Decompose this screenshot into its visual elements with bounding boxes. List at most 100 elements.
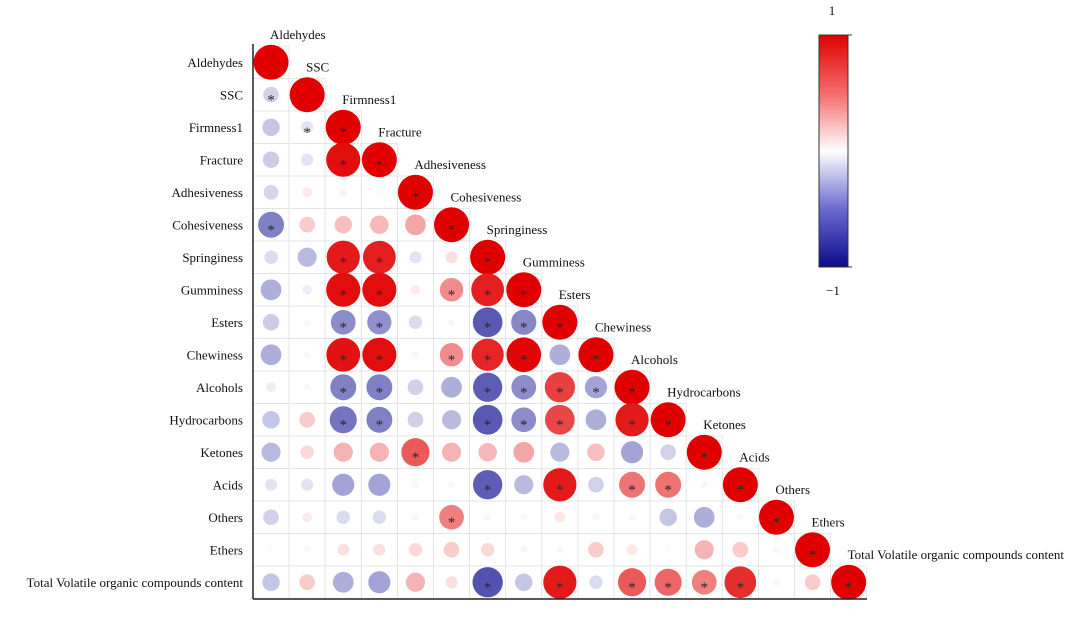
axes (252, 44, 867, 600)
diagonal-label: Springiness (487, 222, 548, 237)
significance-star: * (556, 482, 564, 498)
diagonal-label: Esters (559, 287, 591, 302)
row-label: Chewiness (187, 347, 243, 362)
correlation-circle (473, 470, 503, 500)
row-label: Fracture (200, 152, 244, 167)
diagonal-label: Total Volatile organic compounds content (848, 547, 1065, 562)
significance-star: * (484, 352, 492, 368)
correlation-circle (588, 541, 604, 558)
correlation-circle (301, 121, 314, 134)
significance-star: * (664, 417, 672, 433)
correlation-circle (368, 571, 391, 594)
correlation-circle (448, 318, 456, 326)
diagonal-label: Firmness1 (342, 92, 396, 107)
row-label: Acids (213, 477, 243, 492)
row-label: Ethers (210, 542, 243, 557)
significance-star: * (737, 580, 745, 596)
correlation-circle (301, 478, 314, 491)
correlation-circle (370, 215, 389, 235)
significance-star: * (520, 417, 528, 433)
correlation-circle (511, 374, 537, 400)
correlation-circle (686, 434, 722, 470)
correlation-circle (654, 568, 682, 596)
correlation-circle (262, 151, 280, 168)
diagonal-label: Ketones (703, 417, 746, 432)
row-label: Gumminess (181, 282, 243, 297)
correlation-circle (407, 379, 424, 396)
correlation-circle (772, 578, 780, 586)
significance-star: * (376, 157, 384, 173)
correlation-circle (578, 337, 614, 373)
significance-star: * (484, 417, 492, 433)
significance-star: * (340, 352, 348, 368)
row-label: Firmness1 (189, 120, 243, 135)
row-label: Hydrocarbons (169, 412, 243, 427)
correlation-circle (472, 307, 503, 338)
significance-star: * (340, 417, 348, 433)
correlation-circle (472, 404, 503, 435)
significance-star: * (664, 482, 672, 498)
correlation-circle (299, 574, 315, 591)
correlation-circle (405, 214, 426, 236)
row-label: Alcohols (196, 380, 243, 395)
significance-star: * (701, 580, 709, 596)
correlation-circle (543, 565, 577, 599)
correlation-circle (264, 250, 278, 265)
correlation-circle (302, 187, 313, 198)
significance-star: * (628, 580, 636, 596)
correlation-circle (542, 304, 578, 340)
correlation-circle (408, 542, 423, 557)
correlation-circle (614, 369, 650, 405)
correlation-circle (549, 344, 571, 366)
correlation-circle (434, 207, 470, 243)
significance-star: * (484, 482, 492, 498)
correlation-circle (694, 540, 714, 560)
correlation-circle (520, 513, 528, 521)
correlation-circle (303, 383, 311, 391)
correlation-circle (448, 481, 456, 489)
correlation-circle (362, 337, 397, 372)
correlation-circle (439, 504, 464, 530)
row-label: Total Volatile organic compounds content (27, 575, 244, 590)
correlation-circle (332, 473, 355, 496)
correlation-circle (514, 475, 534, 495)
significance-star: * (448, 352, 456, 368)
row-label: Esters (211, 315, 243, 330)
row-label: Aldehydes (187, 55, 243, 70)
correlation-circle (513, 441, 535, 463)
correlation-circle (299, 411, 315, 428)
correlation-circle (795, 532, 831, 568)
significance-star: * (484, 385, 492, 401)
correlation-circle (367, 310, 392, 335)
correlation-circle (263, 184, 279, 200)
row-label: SSC (220, 87, 243, 102)
significance-star: * (556, 417, 564, 433)
correlation-circle (659, 508, 677, 526)
correlation-circle (266, 382, 276, 393)
correlation-circle (772, 546, 780, 554)
correlation-circle (520, 546, 528, 554)
correlation-circle (408, 315, 423, 330)
significance-star: * (592, 352, 600, 368)
correlation-circle (620, 441, 644, 464)
correlation-circle (691, 569, 717, 595)
correlation-circle (333, 442, 353, 462)
correlation-circle (439, 278, 464, 302)
correlation-circle (550, 442, 570, 462)
colorbar-min-label: −1 (826, 283, 840, 298)
diagonal-label: Aldehydes (270, 27, 326, 42)
significance-star: * (520, 287, 528, 303)
significance-star: * (701, 450, 709, 466)
correlation-circle (373, 543, 386, 556)
correlation-circle (592, 513, 600, 521)
correlation-circle (302, 284, 313, 295)
significance-star: * (628, 482, 636, 498)
correlation-circle (297, 247, 317, 267)
correlation-circle (628, 513, 636, 521)
correlation-circle (289, 77, 325, 113)
correlation-circle (397, 174, 433, 210)
correlation-circle (804, 574, 821, 591)
correlation-circle (303, 546, 311, 554)
correlation-circle (262, 411, 280, 429)
